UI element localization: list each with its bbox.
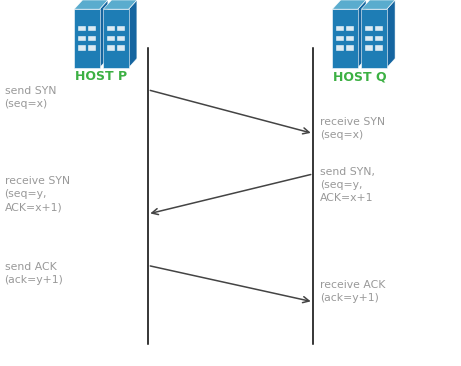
Polygon shape (358, 0, 366, 68)
Bar (117, 45, 125, 51)
Bar (346, 36, 355, 41)
Text: send SYN
(seq=x): send SYN (seq=x) (5, 86, 56, 109)
Bar (77, 45, 86, 51)
Text: send ACK
(ack=y+1): send ACK (ack=y+1) (5, 262, 64, 285)
Text: HOST P: HOST P (75, 70, 128, 83)
Text: receive SYN
(seq=x): receive SYN (seq=x) (320, 117, 385, 140)
Bar (346, 45, 355, 51)
Text: receive ACK
(ack=y+1): receive ACK (ack=y+1) (320, 280, 386, 303)
Bar (361, 9, 387, 68)
Bar (106, 45, 115, 51)
Bar (375, 36, 384, 41)
Polygon shape (129, 0, 137, 68)
Bar (74, 9, 100, 68)
Bar (88, 45, 96, 51)
Bar (365, 26, 373, 31)
Bar (117, 26, 125, 31)
Polygon shape (361, 0, 395, 9)
Bar (365, 45, 373, 51)
Bar (117, 36, 125, 41)
Bar (346, 26, 355, 31)
Bar (332, 9, 358, 68)
Text: receive SYN
(seq=y,
ACK=x+1): receive SYN (seq=y, ACK=x+1) (5, 176, 70, 212)
Polygon shape (74, 0, 108, 9)
Bar (88, 36, 96, 41)
Bar (106, 36, 115, 41)
Polygon shape (100, 0, 108, 68)
Bar (77, 36, 86, 41)
Bar (365, 36, 373, 41)
Polygon shape (387, 0, 395, 68)
Bar (336, 36, 344, 41)
Bar (336, 26, 344, 31)
Text: HOST Q: HOST Q (333, 70, 386, 83)
Polygon shape (332, 0, 366, 9)
Bar (375, 26, 384, 31)
Polygon shape (103, 0, 137, 9)
Text: send SYN,
(seq=y,
ACK=x+1: send SYN, (seq=y, ACK=x+1 (320, 167, 375, 203)
Bar (103, 9, 129, 68)
Bar (375, 45, 384, 51)
Bar (88, 26, 96, 31)
Bar (106, 26, 115, 31)
Bar (77, 26, 86, 31)
Bar (336, 45, 344, 51)
